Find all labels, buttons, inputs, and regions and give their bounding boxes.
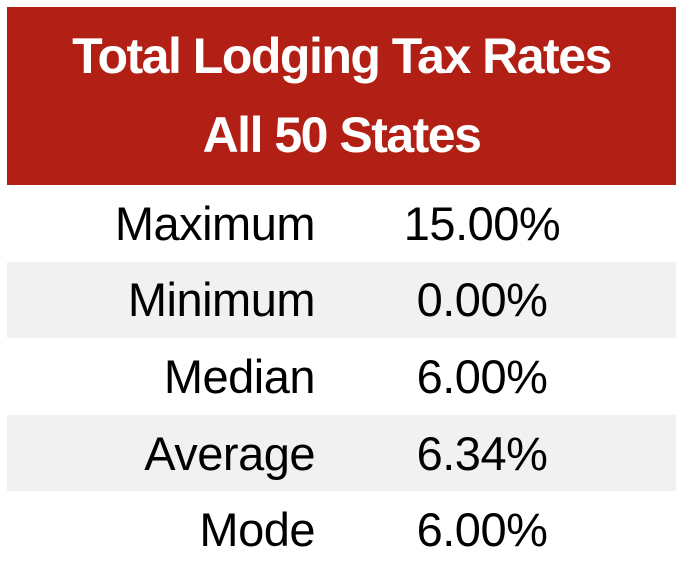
stat-label-maximum: Maximum bbox=[114, 196, 316, 250]
stat-value-minimum: 0.00% bbox=[416, 273, 548, 327]
table-row-median: Median 6.00% bbox=[7, 338, 676, 415]
table-row-minimum: Minimum 0.00% bbox=[7, 261, 676, 339]
stat-value-mode: 6.00% bbox=[416, 503, 548, 557]
table-row-average: Average 6.34% bbox=[7, 414, 676, 492]
table-row-mode: Mode 6.00% bbox=[7, 491, 676, 568]
stat-label-average: Average bbox=[144, 426, 315, 480]
stats-rows: Maximum 15.00% Minimum 0.00% Median 6.00… bbox=[7, 185, 676, 568]
table-header-banner: Total Lodging Tax Rates All 50 States bbox=[7, 7, 676, 185]
stat-label-median: Median bbox=[163, 349, 316, 403]
table-title-line2: All 50 States bbox=[202, 107, 482, 163]
table-title-line1: Total Lodging Tax Rates bbox=[72, 28, 612, 84]
stat-label-minimum: Minimum bbox=[127, 273, 316, 327]
table-row-maximum: Maximum 15.00% bbox=[7, 185, 676, 262]
stat-value-average: 6.34% bbox=[416, 426, 548, 480]
stat-value-median: 6.00% bbox=[416, 349, 548, 403]
stat-label-mode: Mode bbox=[199, 503, 315, 557]
stat-value-maximum: 15.00% bbox=[403, 196, 561, 250]
